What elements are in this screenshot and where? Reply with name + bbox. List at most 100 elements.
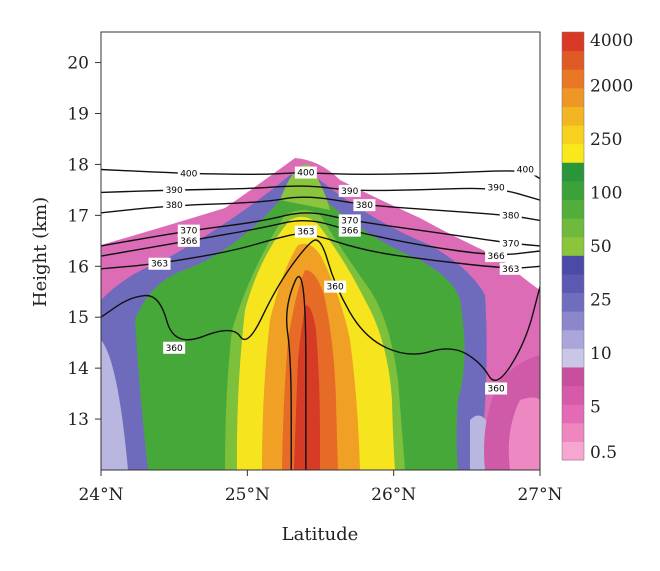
band-red (294, 305, 320, 470)
colorbar-frame (561, 31, 585, 461)
colorbar-swatch (562, 422, 584, 442)
colorbar-swatch (562, 273, 584, 294)
y-tick-label: 16 (67, 257, 89, 277)
contour-label: 363 (297, 228, 314, 238)
contour-label-bg (338, 214, 361, 227)
contour-label: 390 (341, 187, 358, 197)
x-tick-label: 24°N (78, 485, 123, 505)
contour-label-bg (499, 262, 522, 275)
contour-label-bg (485, 181, 508, 194)
contour-line (101, 196, 540, 222)
y-tick-label: 19 (67, 104, 89, 124)
contour-label: 390 (488, 183, 505, 193)
colorbar-swatch (562, 106, 584, 126)
colorbar-swatch (562, 143, 584, 163)
contour-line (101, 220, 540, 257)
contour-label: 360 (327, 283, 344, 293)
contour-line (101, 239, 540, 382)
band-pink-right-light (508, 397, 540, 470)
y-tick-label: 20 (67, 54, 89, 74)
colorbar-swatch (562, 348, 584, 368)
colorbar-swatch (562, 32, 584, 52)
contour-label-bg (485, 250, 508, 263)
contour-label-bg (485, 382, 508, 395)
y-tick-label: 18 (67, 155, 89, 175)
colorbar-swatch (562, 329, 584, 349)
colorbar-swatch (562, 404, 584, 424)
contour-label-bg (294, 225, 317, 238)
contour-label: 366 (488, 252, 505, 262)
colorbar-swatch (562, 311, 584, 331)
contour-label-bg (177, 167, 200, 180)
contour-label: 390 (166, 186, 183, 196)
colorbar-swatch (562, 218, 584, 238)
contour-label: 400 (180, 170, 197, 180)
colorbar-swatch (562, 162, 584, 182)
contour-label: 370 (341, 216, 358, 226)
contour-label: 400 (517, 166, 534, 176)
x-tick-label: 25°N (225, 485, 270, 505)
contour-label-bg (163, 199, 186, 212)
colorbar-label: 25 (590, 291, 612, 311)
contour-label: 360 (488, 385, 505, 395)
contour-line (101, 212, 540, 247)
colorbar-label: 5 (590, 398, 601, 418)
contour-label-bg (353, 199, 376, 212)
y-tick-label: 17 (67, 206, 89, 226)
colorbar-swatch (562, 180, 584, 200)
colorbar-swatch (562, 125, 584, 145)
contour-label: 363 (502, 265, 519, 275)
contour-label: 380 (166, 201, 183, 211)
contour-label-bg (499, 237, 522, 250)
x-axis: 24°N 25°N 26°N 27°N (78, 470, 563, 505)
y-axis-label: Height (km) (30, 197, 51, 307)
colorbar-swatch (562, 292, 584, 312)
contour-label: 370 (180, 227, 197, 237)
colorbar-label: 10 (590, 344, 612, 364)
band-cap (280, 164, 330, 210)
colorbar-label: 4000 (590, 31, 633, 51)
colorbar-swatch (562, 441, 584, 461)
contour-label: 363 (151, 260, 168, 270)
contour-label-bg (177, 234, 200, 247)
colorbar-swatch (562, 87, 584, 107)
colorbar-swatch (562, 199, 584, 219)
colorbar-label: 100 (590, 184, 622, 204)
x-tick-label: 26°N (371, 485, 416, 505)
y-tick-label: 13 (67, 410, 89, 430)
x-tick-label: 27°N (517, 485, 562, 505)
plot-frame (100, 31, 541, 471)
colorbar-label: 50 (590, 237, 612, 257)
colorbar-swatch (562, 366, 584, 387)
contour-label-bg (163, 341, 186, 354)
colorbar-swatch (562, 255, 584, 275)
colorbar-swatch (562, 236, 584, 256)
colorbar-swatch (562, 69, 584, 89)
y-tick-label: 15 (67, 308, 89, 328)
colorbar-swatch (562, 385, 584, 405)
contour-label-bg (499, 209, 522, 222)
colorbar-label: 2000 (590, 77, 633, 97)
contour-label: 366 (341, 227, 358, 237)
contour-label: 380 (356, 201, 373, 211)
contour-label-bg (338, 224, 361, 237)
contour-label: 366 (180, 237, 197, 247)
contour-label: 360 (166, 344, 183, 354)
contour-label-bg (163, 183, 186, 196)
contour-label-bg (514, 163, 537, 176)
colorbar: 0.5 5 10 25 50 100 250 2000 4000 (561, 31, 633, 463)
contour-label-bg (177, 224, 200, 237)
contour-label-bg (294, 166, 317, 179)
colorbar-label: 0.5 (590, 443, 617, 463)
contour-label: 370 (502, 239, 519, 249)
colorbar-label: 250 (590, 130, 622, 150)
contour-label-bg (324, 280, 347, 293)
x-axis-label: Latitude (282, 524, 359, 545)
contour-line (285, 275, 307, 470)
contour-label-bg (148, 257, 171, 270)
contour-label-bg (338, 184, 361, 197)
contour-label: 400 (297, 169, 314, 179)
contour-line (101, 185, 540, 201)
colorbar-swatch (562, 50, 584, 70)
